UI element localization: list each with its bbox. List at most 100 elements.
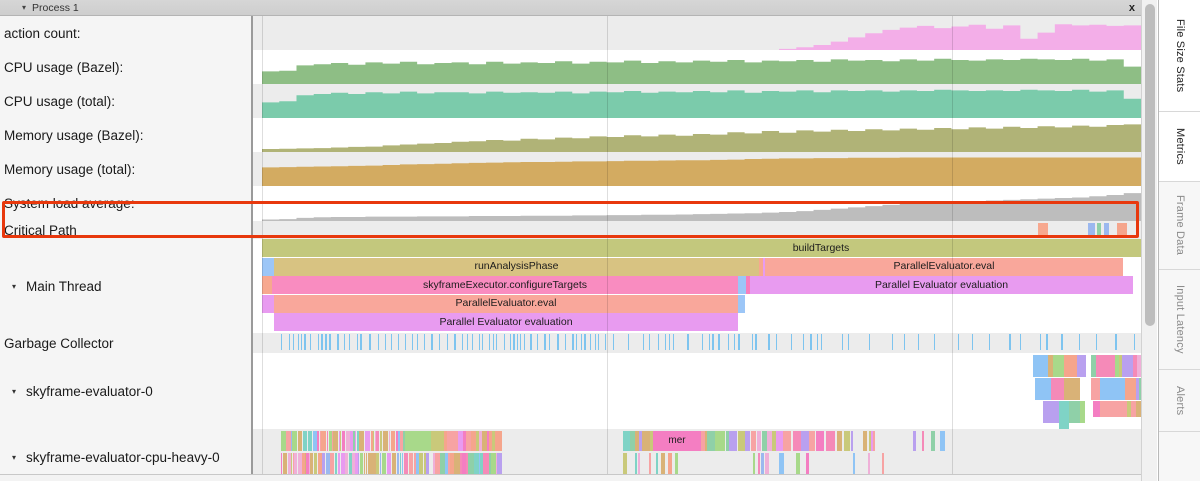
- skyframe-block[interactable]: [1096, 355, 1106, 377]
- flame-block-skyframeexecutor-configuretargets[interactable]: skyframeExecutor.configureTargets: [272, 276, 738, 294]
- flame-block-buildtargets[interactable]: buildTargets: [262, 239, 1141, 257]
- gc-tick[interactable]: [1079, 334, 1080, 350]
- cpu-heavy-block[interactable]: [330, 453, 334, 474]
- close-icon[interactable]: x: [1128, 2, 1135, 14]
- track-row-memory-usage-total[interactable]: Memory usage (total):: [0, 152, 1141, 186]
- flame-block-small[interactable]: [759, 257, 763, 276]
- cpu-heavy-block[interactable]: [349, 453, 352, 474]
- cpu-heavy-block[interactable]: [409, 453, 413, 474]
- cpu-heavy-block[interactable]: [322, 453, 325, 474]
- cpu-heavy-block[interactable]: [405, 431, 431, 451]
- cpu-heavy-block[interactable]: [326, 453, 327, 474]
- cpu-heavy-block[interactable]: [294, 453, 297, 474]
- cpu-heavy-block[interactable]: [639, 431, 642, 451]
- cpu-heavy-block[interactable]: [495, 431, 502, 451]
- cpu-heavy-block[interactable]: [298, 431, 302, 451]
- critical-path-block[interactable]: [1097, 223, 1101, 237]
- flame-block-spacer[interactable]: [262, 257, 274, 276]
- cpu-heavy-block[interactable]: [310, 453, 313, 474]
- skyframe-block[interactable]: [1127, 401, 1131, 417]
- cpu-heavy-block[interactable]: [376, 453, 379, 474]
- cpu-heavy-block[interactable]: [455, 431, 458, 451]
- gc-tick[interactable]: [513, 334, 515, 350]
- cpu-heavy-block[interactable]: [463, 431, 466, 451]
- gc-tick[interactable]: [728, 334, 729, 350]
- track-label-system-load-average[interactable]: System load average:: [0, 186, 253, 221]
- skyframe-block[interactable]: [1115, 355, 1119, 377]
- skyframe-block[interactable]: [1131, 401, 1136, 417]
- flame-block-parallelevaluator-eval-2[interactable]: ParallelEvaluator.eval: [274, 294, 738, 313]
- cpu-heavy-block[interactable]: [466, 431, 471, 451]
- gc-tick[interactable]: [665, 334, 666, 350]
- critical-path-block[interactable]: [1117, 223, 1127, 237]
- gc-tick[interactable]: [972, 334, 973, 350]
- cpu-heavy-block[interactable]: [391, 431, 395, 451]
- skyframe-block[interactable]: [1080, 401, 1085, 423]
- gc-tick[interactable]: [628, 334, 629, 350]
- vertical-scrollbar[interactable]: [1141, 0, 1157, 481]
- gc-tick[interactable]: [613, 334, 614, 350]
- cpu-heavy-block[interactable]: [380, 431, 382, 451]
- gc-tick[interactable]: [520, 334, 521, 350]
- side-tab-alerts[interactable]: Alerts: [1159, 370, 1200, 432]
- cpu-heavy-block[interactable]: [345, 453, 348, 474]
- track-label-action-count[interactable]: action count:: [0, 16, 253, 50]
- gc-tick[interactable]: [1040, 334, 1041, 350]
- track-content-memory-usage-total[interactable]: [253, 152, 1141, 186]
- skyframe-block[interactable]: [1059, 401, 1069, 429]
- cpu-heavy-block[interactable]: [479, 453, 480, 474]
- cpu-heavy-block[interactable]: [332, 431, 333, 451]
- cpu-heavy-block[interactable]: [715, 431, 722, 451]
- cpu-heavy-block[interactable]: [783, 431, 791, 451]
- track-label-critical-path[interactable]: Critical Path: [0, 221, 253, 239]
- cpu-heavy-block[interactable]: [809, 431, 815, 451]
- cpu-heavy-block[interactable]: [447, 431, 455, 451]
- cpu-heavy-block[interactable]: [355, 431, 356, 451]
- gc-tick[interactable]: [472, 334, 473, 350]
- gc-tick[interactable]: [391, 334, 392, 350]
- cpu-heavy-block[interactable]: [387, 453, 391, 474]
- gc-tick[interactable]: [281, 334, 282, 350]
- side-tab-frame-data[interactable]: Frame Data: [1159, 182, 1200, 270]
- track-label-skyframe-evaluator-0[interactable]: ▾ skyframe-evaluator-0: [0, 353, 253, 429]
- cpu-heavy-block[interactable]: [844, 431, 850, 451]
- cpu-heavy-block[interactable]: [382, 453, 386, 474]
- cpu-heavy-block[interactable]: [435, 453, 438, 474]
- cpu-heavy-block[interactable]: [642, 431, 650, 451]
- track-content-memory-usage-bazel[interactable]: [253, 118, 1141, 152]
- cpu-heavy-block[interactable]: [339, 431, 340, 451]
- gc-tick[interactable]: [405, 334, 406, 350]
- gc-tick[interactable]: [673, 334, 674, 350]
- track-label-cpu-usage-total[interactable]: CPU usage (total):: [0, 84, 253, 118]
- cpu-heavy-block[interactable]: [635, 453, 637, 474]
- cpu-heavy-block[interactable]: [327, 431, 328, 451]
- gc-tick[interactable]: [572, 334, 574, 350]
- cpu-heavy-block[interactable]: [491, 453, 496, 474]
- cpu-heavy-block[interactable]: [371, 431, 373, 451]
- cpu-heavy-block[interactable]: [450, 453, 454, 474]
- gc-tick[interactable]: [462, 334, 463, 350]
- cpu-heavy-block[interactable]: [342, 431, 345, 451]
- cpu-heavy-block[interactable]: [364, 453, 365, 474]
- cpu-heavy-block[interactable]: [806, 453, 809, 474]
- cpu-heavy-block[interactable]: [335, 453, 337, 474]
- gc-tick[interactable]: [776, 334, 777, 350]
- track-content-system-load-average[interactable]: [253, 186, 1141, 221]
- track-label-skyframe-evaluator-cpu-heavy-0[interactable]: ▾ skyframe-evaluator-cpu-heavy-0: [0, 429, 253, 474]
- gc-tick[interactable]: [479, 334, 480, 350]
- cpu-heavy-block[interactable]: [776, 431, 783, 451]
- cpu-heavy-block[interactable]: [404, 453, 408, 474]
- track-row-memory-usage-bazel[interactable]: Memory usage (Bazel):: [0, 118, 1141, 152]
- cpu-heavy-block[interactable]: [437, 431, 444, 451]
- gc-tick[interactable]: [439, 334, 440, 350]
- cpu-heavy-block[interactable]: [365, 431, 370, 451]
- cpu-heavy-block[interactable]: [306, 453, 309, 474]
- gc-tick[interactable]: [417, 334, 418, 350]
- cpu-heavy-block[interactable]: [398, 431, 400, 451]
- cpu-heavy-block[interactable]: [801, 431, 809, 451]
- track-content-critical-path[interactable]: act...: [253, 221, 1141, 239]
- cpu-heavy-block[interactable]: [291, 431, 292, 451]
- gc-tick[interactable]: [768, 334, 770, 350]
- cpu-heavy-block[interactable]: [826, 431, 835, 451]
- cpu-heavy-block[interactable]: [309, 453, 310, 474]
